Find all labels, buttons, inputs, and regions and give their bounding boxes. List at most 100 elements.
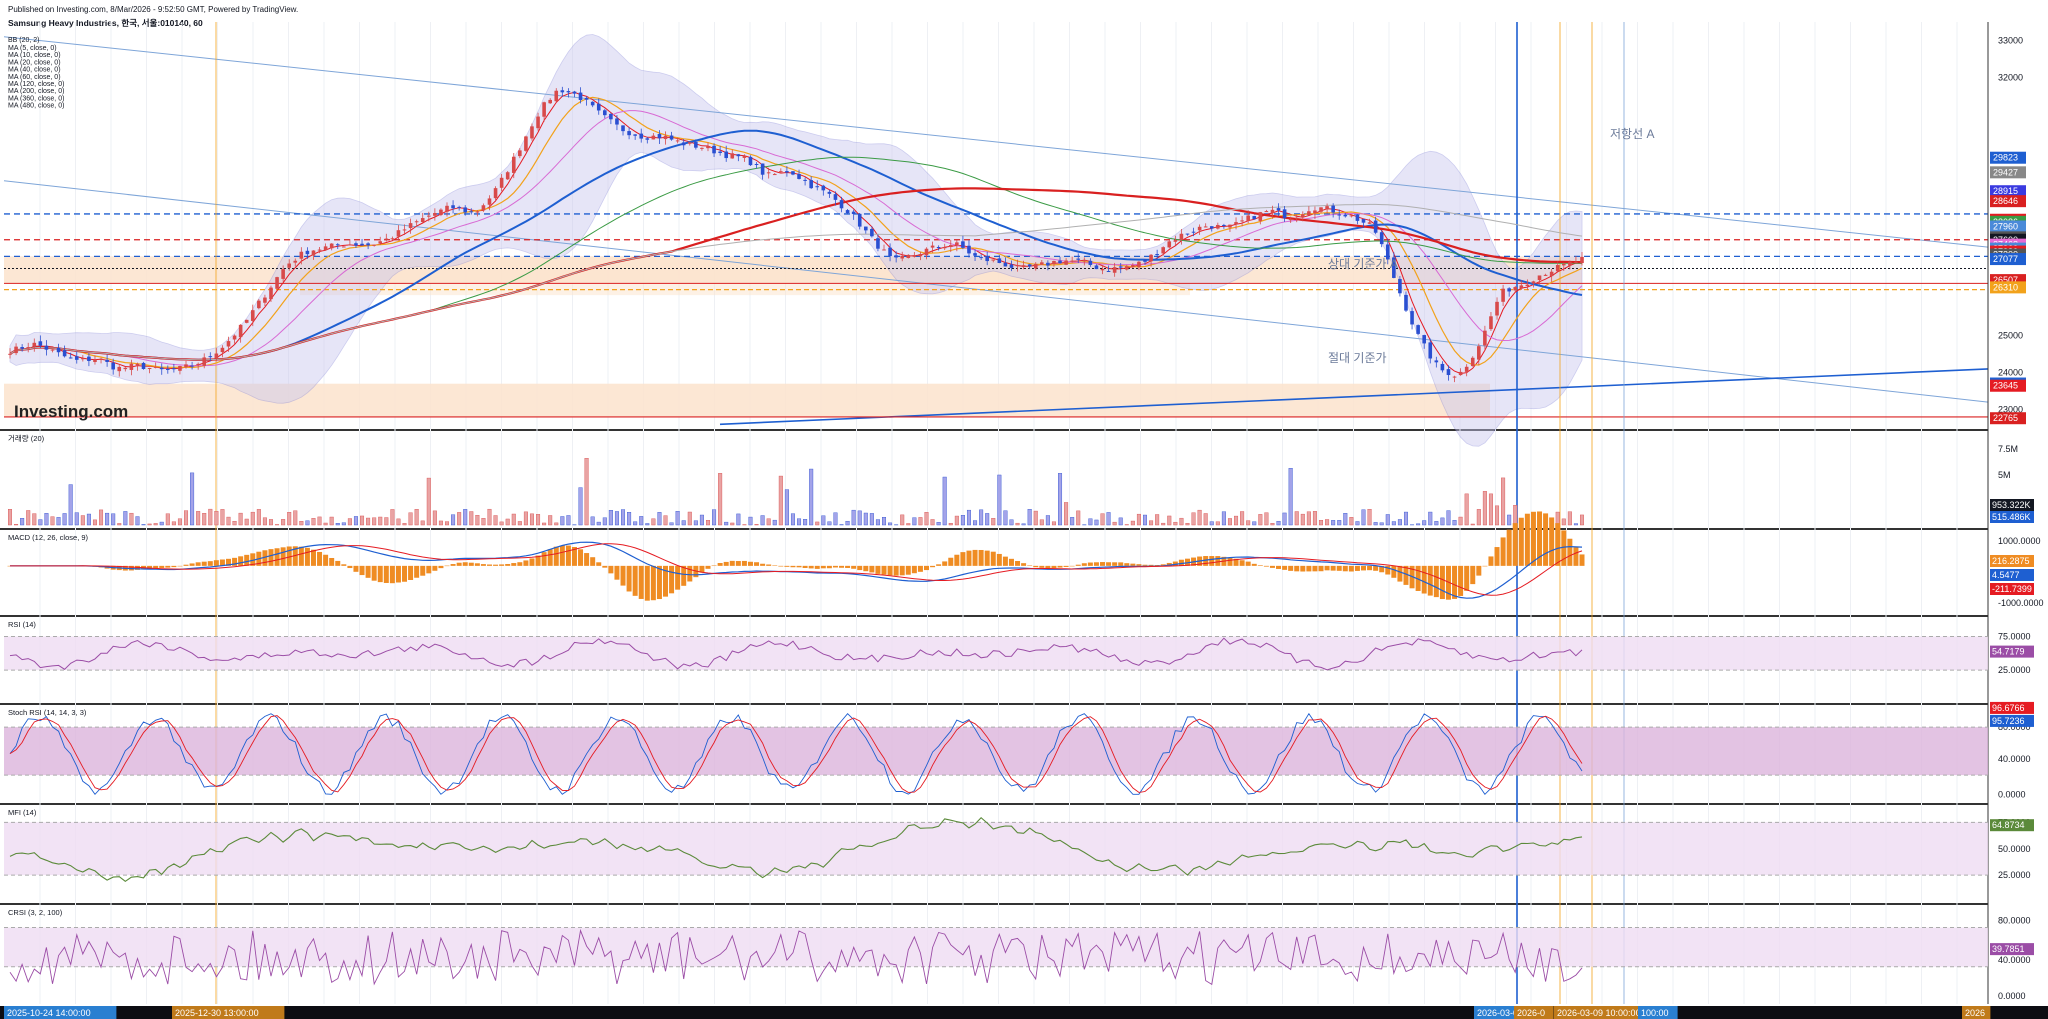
volume-bar — [1573, 523, 1578, 526]
macd-hist — [978, 549, 984, 566]
volume-bar — [214, 511, 219, 526]
legend-ma: MA (20, close, 0) — [8, 59, 61, 66]
macd-hist — [1215, 556, 1221, 566]
candle-body — [609, 113, 613, 120]
volume-bar — [293, 510, 298, 526]
macd-hist — [778, 565, 784, 567]
volume-bar — [851, 509, 856, 526]
volume-bar — [499, 521, 504, 526]
volume-bar — [1173, 521, 1178, 526]
candle-body — [603, 110, 607, 116]
candle-body — [366, 243, 370, 246]
candle-body — [566, 91, 571, 93]
volume-bar — [299, 521, 304, 526]
macd-hist — [638, 565, 644, 599]
candle-body — [857, 213, 862, 227]
candle-body — [863, 226, 868, 231]
candle-body — [184, 364, 188, 368]
volume-bar — [1312, 511, 1317, 526]
candle-body — [748, 156, 753, 166]
volume-bar — [639, 516, 644, 526]
volume-bar — [347, 518, 352, 526]
candle-body — [839, 200, 844, 209]
macd-hist — [1312, 565, 1318, 572]
candle-body — [299, 251, 304, 259]
macd-hist — [784, 565, 790, 567]
macd-hist — [839, 565, 845, 568]
candle-body — [196, 363, 200, 365]
volume-bar — [481, 518, 486, 526]
candle-body — [572, 91, 577, 94]
volume-bar — [1064, 502, 1069, 526]
volume-bar — [1379, 522, 1384, 526]
macd-hist — [1227, 557, 1233, 566]
candle-body — [153, 366, 158, 368]
ma-line-2 — [9, 110, 1583, 367]
macd-tag-label: -211.7399 — [1992, 584, 2032, 594]
volume-bar — [693, 520, 698, 526]
candle-body — [560, 90, 565, 93]
volume-bar — [14, 524, 19, 526]
macd-hist — [626, 565, 632, 592]
candle-body — [451, 205, 455, 209]
candle-body — [900, 255, 905, 259]
volume-bar — [1264, 512, 1269, 526]
macd-hist — [1403, 565, 1409, 585]
candle-body — [1252, 216, 1257, 220]
candle-body — [178, 365, 182, 371]
candle-body — [1240, 220, 1244, 222]
volume-bar — [1507, 514, 1512, 526]
candle-body — [888, 247, 892, 257]
macd-hist — [1373, 565, 1379, 571]
volume-bar — [669, 522, 674, 526]
macd-hist — [1579, 554, 1585, 566]
candle-body — [1282, 209, 1287, 219]
candle-body — [335, 244, 340, 246]
volume-bar — [1142, 514, 1147, 526]
volume-bar — [924, 512, 929, 526]
volume-bar — [1227, 518, 1232, 526]
volume-bar — [966, 509, 971, 526]
volume-bar — [1458, 516, 1463, 526]
macd-hist — [584, 553, 590, 566]
candle-body — [1009, 264, 1014, 268]
volume-bar — [930, 519, 935, 526]
volume-bar — [827, 521, 832, 526]
macd-hist — [517, 562, 523, 566]
volume-bar — [153, 523, 158, 526]
volume-bar — [960, 515, 965, 526]
volume-bar — [505, 518, 510, 526]
volume-bar — [906, 523, 911, 526]
candle-body — [1361, 219, 1366, 223]
volume-bar — [584, 458, 589, 526]
volume-bar — [651, 518, 656, 526]
resistance-label: 저항선 A — [1610, 127, 1654, 141]
macd-hist — [754, 562, 760, 566]
candle-body — [851, 211, 856, 215]
candle-body — [1513, 287, 1518, 291]
legend-ma: MA (480, close, 0) — [8, 103, 64, 110]
macd-hist — [711, 565, 717, 567]
volume-bar — [529, 513, 534, 526]
volume-bar — [699, 514, 704, 526]
candle-body — [14, 346, 18, 354]
macd-hist — [159, 565, 165, 568]
volume-bar — [1167, 515, 1172, 526]
macd-hist — [565, 545, 571, 566]
candle-body — [1258, 212, 1263, 221]
candle-body — [1355, 214, 1360, 221]
osc-tick-mfi: 50.0000 — [1998, 844, 2031, 854]
volume-bar — [1045, 515, 1050, 526]
macd-hist — [153, 565, 159, 569]
candle-body — [445, 205, 449, 212]
macd-hist — [571, 546, 577, 566]
candle-body — [1040, 262, 1044, 265]
volume-bar — [317, 516, 322, 526]
time-label: 2026-03-0 — [1477, 1008, 1518, 1018]
volume-tag — [1990, 511, 2034, 523]
macd-hist — [656, 565, 662, 600]
macd-hist — [341, 564, 347, 566]
volume-bar — [1294, 511, 1299, 526]
macd-hist — [1130, 563, 1136, 566]
